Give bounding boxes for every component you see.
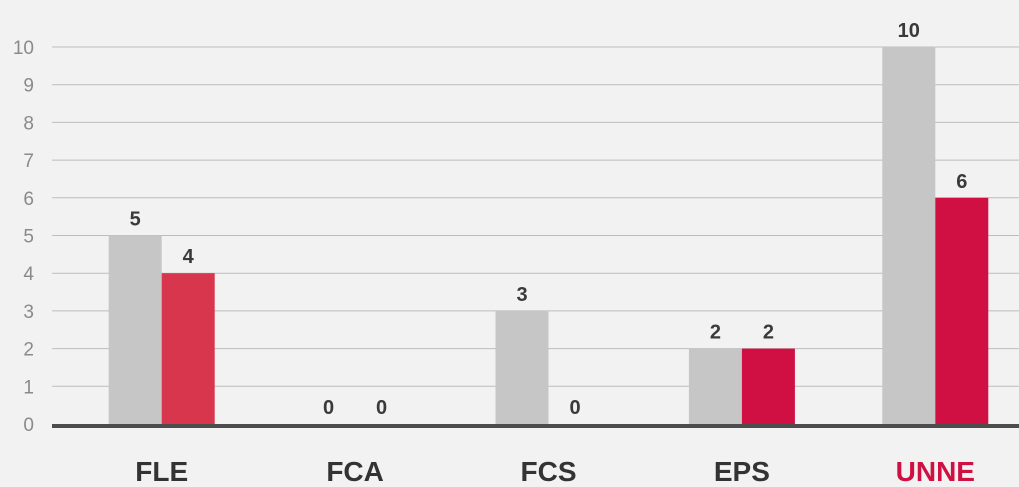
y-tick-label: 4 xyxy=(23,264,34,285)
y-tick-label: 3 xyxy=(23,302,34,323)
data-label: 4 xyxy=(183,246,195,268)
bar xyxy=(688,348,742,424)
x-tick-label: FCA xyxy=(326,456,384,487)
bar xyxy=(741,348,795,424)
y-tick-label: 6 xyxy=(23,189,34,210)
y-tick-label: 7 xyxy=(23,151,34,172)
data-label: 10 xyxy=(898,20,920,42)
x-tick-label: UNNE xyxy=(896,456,975,487)
bar xyxy=(495,310,549,424)
x-tick-label: EPS xyxy=(714,456,770,487)
bar xyxy=(882,47,936,424)
y-tick-label: 1 xyxy=(23,377,34,398)
data-label: 0 xyxy=(376,397,387,419)
data-label: 0 xyxy=(569,397,580,419)
data-label: 2 xyxy=(763,322,774,344)
y-tick-label: 8 xyxy=(23,113,34,134)
data-label: 6 xyxy=(956,171,967,193)
y-tick-label: 9 xyxy=(23,76,34,97)
y-tick-label: 0 xyxy=(23,415,34,436)
y-tick-label: 5 xyxy=(23,227,34,248)
y-tick-label: 2 xyxy=(23,340,34,361)
data-label: 5 xyxy=(130,209,141,231)
bar xyxy=(108,235,162,424)
bar xyxy=(161,273,215,424)
data-label: 0 xyxy=(323,397,334,419)
y-tick-label: 10 xyxy=(13,38,34,59)
data-label: 2 xyxy=(710,322,721,344)
x-tick-label: FCS xyxy=(521,456,577,487)
x-tick-label: FLE xyxy=(135,456,188,487)
data-label: 3 xyxy=(516,284,527,306)
bar xyxy=(935,197,989,424)
